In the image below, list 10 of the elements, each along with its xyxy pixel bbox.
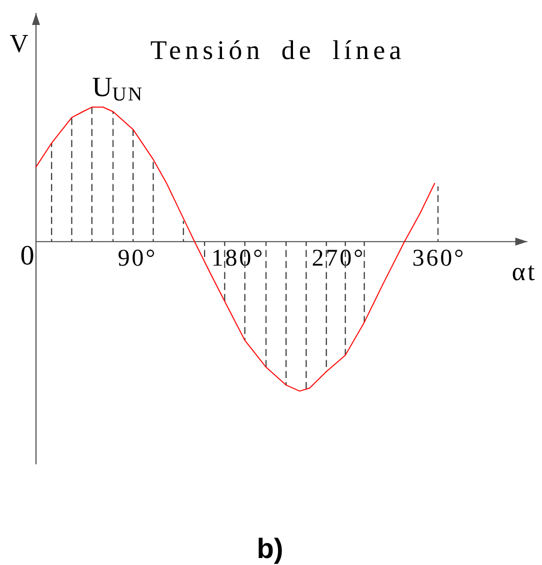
text: 0 <box>21 246 34 265</box>
series-label: U$_{UN}$ <box>92 78 142 101</box>
x-tick-label: 90° <box>118 250 154 266</box>
x-tick-label: 180° <box>213 250 262 266</box>
chart-title: Tensión de línea <box>150 40 401 60</box>
x-axis-title: αt <box>512 265 535 280</box>
text: b) <box>258 538 282 564</box>
x-tick-label: 270° <box>312 250 362 266</box>
y-axis-title: V <box>10 34 28 52</box>
x-tick-label: 360° <box>413 250 462 266</box>
